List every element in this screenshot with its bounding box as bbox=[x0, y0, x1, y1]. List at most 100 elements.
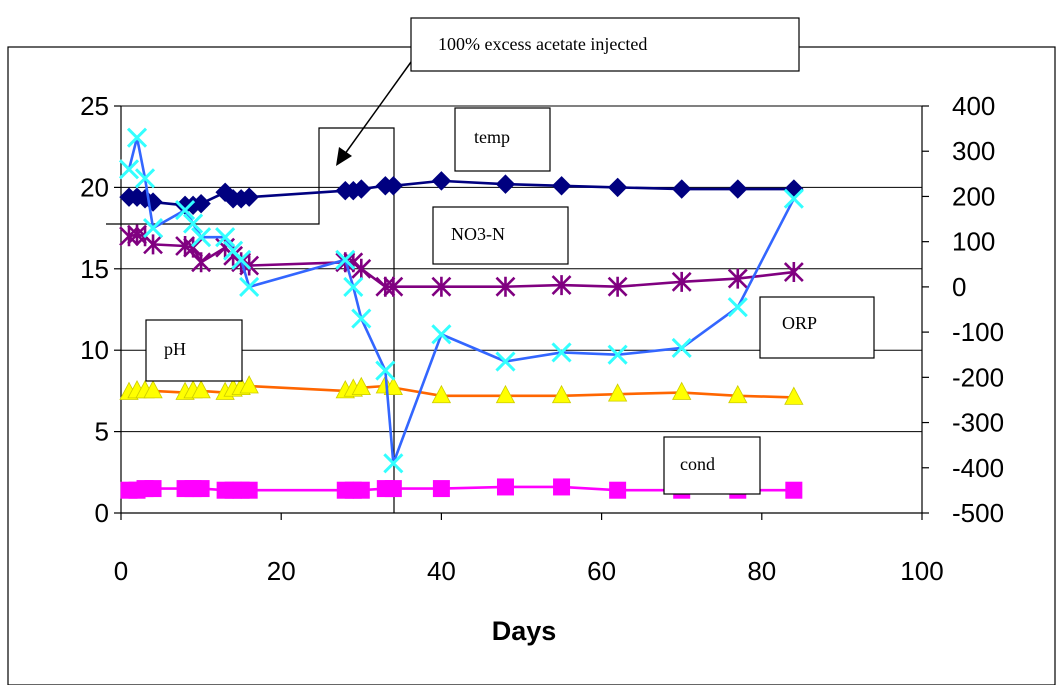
point-no3-n bbox=[351, 258, 372, 279]
point-temp bbox=[671, 179, 692, 199]
series-layer bbox=[118, 127, 804, 499]
point-temp bbox=[607, 177, 628, 198]
point-ph bbox=[551, 384, 572, 404]
point-cond bbox=[352, 481, 370, 499]
point-orp bbox=[375, 360, 396, 381]
y-right-tick-label: 100 bbox=[952, 227, 995, 257]
point-no3-n bbox=[431, 276, 452, 297]
point-orp bbox=[335, 249, 356, 270]
y-left-tick-label: 25 bbox=[80, 91, 109, 121]
point-orp bbox=[191, 227, 212, 248]
point-orp bbox=[134, 168, 156, 189]
x-tick-label: 60 bbox=[587, 556, 616, 586]
label-no3-box bbox=[432, 206, 569, 265]
point-ph bbox=[143, 380, 163, 399]
point-ph bbox=[495, 384, 516, 404]
point-orp bbox=[175, 199, 196, 221]
annotation-arrow bbox=[341, 61, 412, 159]
point-orp bbox=[231, 249, 252, 270]
y-left-tick-label: 10 bbox=[80, 335, 109, 365]
point-ph bbox=[784, 386, 804, 405]
point-ph bbox=[672, 381, 692, 400]
y-left-tick-label: 5 bbox=[95, 417, 109, 447]
x-tick-label: 40 bbox=[427, 556, 456, 586]
point-ph bbox=[191, 380, 211, 399]
point-ph bbox=[728, 384, 748, 404]
label-cond-text: cond bbox=[680, 454, 715, 474]
point-ph bbox=[239, 375, 259, 394]
y-right-tick-label: 0 bbox=[952, 272, 966, 302]
y-right-tick-label: -100 bbox=[952, 317, 1004, 347]
label-cond-box bbox=[663, 436, 761, 495]
point-orp bbox=[495, 351, 516, 372]
label-ph-text: pH bbox=[164, 339, 186, 359]
series-temp bbox=[119, 171, 804, 216]
point-cond bbox=[609, 481, 627, 499]
point-orp bbox=[215, 227, 236, 248]
point-no3-n bbox=[383, 276, 404, 297]
label-temp-text: temp bbox=[474, 127, 510, 147]
y-right-tick-label: -200 bbox=[952, 362, 1004, 392]
point-cond bbox=[192, 480, 210, 498]
point-no3-n bbox=[191, 252, 212, 273]
series-ph bbox=[119, 375, 804, 405]
y-right-tick-label: -300 bbox=[952, 408, 1004, 438]
point-orp bbox=[351, 308, 372, 329]
point-no3-n bbox=[495, 276, 516, 297]
label-orp: ORP bbox=[759, 296, 875, 359]
point-orp bbox=[239, 276, 260, 297]
x-tick-label: 20 bbox=[267, 556, 296, 586]
y-right-tick-label: -500 bbox=[952, 498, 1004, 528]
point-ph bbox=[351, 376, 371, 396]
point-temp bbox=[495, 174, 516, 194]
y-right-tick-label: 300 bbox=[952, 136, 995, 166]
point-cond bbox=[384, 480, 402, 498]
point-temp bbox=[383, 176, 404, 196]
series-orp bbox=[118, 127, 804, 474]
y-left-tick-label: 0 bbox=[95, 498, 109, 528]
point-cond bbox=[553, 478, 571, 496]
x-tick-label: 0 bbox=[114, 556, 128, 586]
label-orp-box bbox=[759, 296, 875, 359]
point-cond bbox=[240, 481, 258, 499]
x-tick-label: 80 bbox=[747, 556, 776, 586]
point-no3-n bbox=[783, 262, 804, 283]
point-no3-n bbox=[671, 271, 692, 292]
point-orp bbox=[383, 453, 404, 474]
point-temp bbox=[431, 171, 452, 191]
point-orp bbox=[727, 297, 748, 318]
point-ph bbox=[383, 376, 404, 396]
x-tick-label: 100 bbox=[900, 556, 943, 586]
point-temp bbox=[239, 187, 259, 207]
point-no3-n bbox=[607, 276, 628, 297]
point-no3-n bbox=[551, 275, 572, 296]
point-orp bbox=[183, 213, 204, 234]
point-cond bbox=[432, 480, 450, 498]
point-orp bbox=[607, 344, 628, 365]
point-orp bbox=[343, 276, 364, 297]
annotation-text: 100% excess acetate injected bbox=[438, 34, 647, 54]
point-temp bbox=[551, 176, 572, 196]
annotation-box bbox=[410, 17, 800, 72]
y-left-tick-label: 15 bbox=[80, 254, 109, 284]
point-orp bbox=[142, 218, 164, 239]
point-ph bbox=[607, 383, 628, 402]
point-orp bbox=[783, 188, 804, 209]
label-temp-box bbox=[454, 107, 551, 172]
tick-labels: 0510152025-500-400-300-200-1000100200300… bbox=[80, 91, 1004, 586]
y-left-tick-label: 20 bbox=[80, 172, 109, 202]
annotation-arrowhead bbox=[336, 147, 352, 166]
point-orp bbox=[431, 324, 452, 345]
label-temp: temp bbox=[454, 107, 551, 172]
point-orp bbox=[671, 337, 692, 358]
point-temp bbox=[191, 193, 211, 214]
point-cond bbox=[785, 481, 803, 499]
x-axis-title: Days bbox=[492, 616, 557, 646]
injection-marker bbox=[106, 127, 395, 513]
y-right-tick-label: -400 bbox=[952, 453, 1004, 483]
point-cond bbox=[144, 480, 162, 498]
point-no3-n bbox=[143, 234, 163, 255]
label-no3: NO3-N bbox=[432, 206, 569, 265]
point-cond bbox=[496, 478, 514, 496]
